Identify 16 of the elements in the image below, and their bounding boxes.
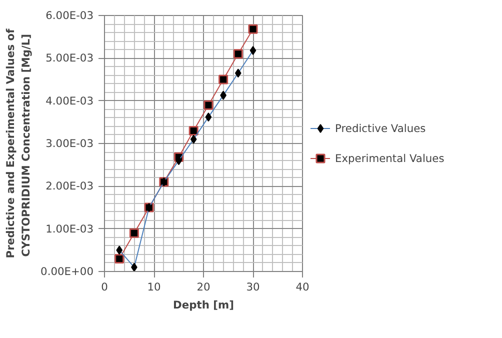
y-tick-label: 4.00E-03: [46, 94, 94, 108]
y-tick-label: 0.00E+00: [40, 265, 94, 278]
y-axis-title: Predictive and Experimental Values of CYSTOPRIDIUM Concentration [Mg/L]: [4, 28, 33, 258]
x-tick-label: 10: [147, 280, 161, 294]
legend-label: Predictive Values: [335, 122, 426, 134]
y-tick-label: 5.00E-03: [46, 52, 94, 65]
y-tick-label: 3.00E-03: [46, 137, 94, 150]
x-tick-label: 40: [296, 280, 310, 294]
x-tick-label: 0: [101, 280, 108, 294]
x-tick-label: 20: [196, 280, 210, 294]
x-axis-title: Depth [m]: [173, 298, 234, 312]
y-tick-label: 6.00E-03: [46, 9, 94, 22]
x-tick-label: 30: [246, 280, 260, 294]
legend-label: Experimental Values: [335, 152, 444, 164]
y-tick-label: 1.00E-03: [46, 222, 94, 236]
y-tick-label: 2.00E-03: [46, 180, 94, 193]
